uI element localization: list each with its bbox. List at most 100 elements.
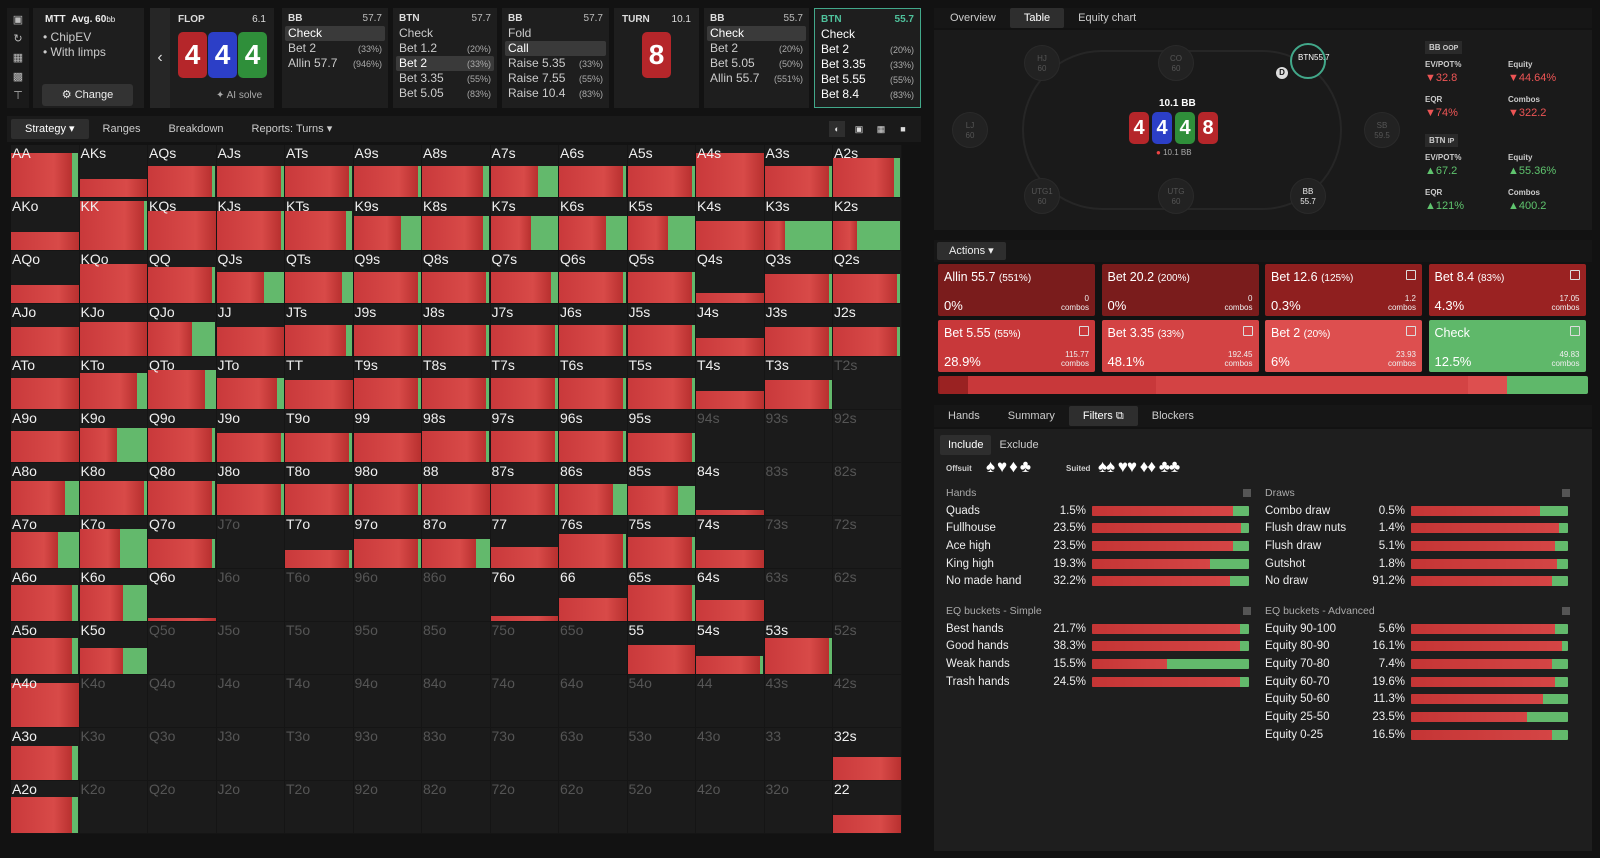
filter-row[interactable]: Equity 25-50 23.5%: [1265, 709, 1568, 726]
action-box[interactable]: Check 12.5% 49.83 combos: [1428, 320, 1586, 372]
hand-cell[interactable]: 87s: [490, 463, 559, 516]
hand-cell[interactable]: 66: [559, 569, 628, 622]
filter-row[interactable]: Equity 0-25 16.5%: [1265, 726, 1568, 743]
action-item[interactable]: Bet 8.4 (83%): [821, 87, 914, 101]
hand-cell[interactable]: 97s: [490, 410, 559, 463]
hand-cell[interactable]: T9o: [285, 410, 354, 463]
hand-cell[interactable]: 52o: [627, 781, 696, 834]
hand-cell[interactable]: J4o: [216, 675, 285, 728]
hand-cell[interactable]: T2o: [285, 781, 354, 834]
hand-cell[interactable]: JTo: [216, 357, 285, 410]
hand-cell[interactable]: A5o: [11, 622, 80, 675]
hand-cell[interactable]: Q4s: [696, 251, 765, 304]
hand-cell[interactable]: 86o: [422, 569, 491, 622]
tab-blockers[interactable]: Blockers: [1151, 410, 1194, 422]
spade-icon[interactable]: ♠: [986, 457, 998, 476]
hand-cell[interactable]: 96s: [559, 410, 628, 463]
hand-cell[interactable]: J6o: [216, 569, 285, 622]
hand-cell[interactable]: 63s: [764, 569, 833, 622]
hand-cell[interactable]: ATs: [285, 145, 354, 198]
seat-utg1[interactable]: UTG1 60: [1024, 178, 1060, 214]
action-item[interactable]: Bet 5.05 (83%): [399, 86, 491, 100]
hand-cell[interactable]: ATo: [11, 357, 80, 410]
hand-cell[interactable]: 88: [422, 463, 491, 516]
hand-cell[interactable]: 93s: [764, 410, 833, 463]
action-item[interactable]: Allin 57.7 (946%): [288, 56, 382, 70]
contrast-icon[interactable]: ◐: [829, 121, 845, 137]
action-box[interactable]: Bet 3.35 (33%) 48.1% 192.45 combos: [1101, 320, 1259, 372]
prev-arrow-icon[interactable]: ‹: [150, 8, 170, 108]
hand-cell[interactable]: 74o: [490, 675, 559, 728]
hand-cell[interactable]: K4o: [79, 675, 148, 728]
hand-cell[interactable]: Q8s: [422, 251, 491, 304]
hand-cell[interactable]: Q6s: [559, 251, 628, 304]
tab-ranges[interactable]: Ranges: [102, 123, 141, 135]
hand-cell[interactable]: KQs: [148, 198, 217, 251]
action-item[interactable]: Bet 1.2 (20%): [399, 41, 491, 55]
hand-cell[interactable]: 82s: [833, 463, 902, 516]
hand-cell[interactable]: 98s: [422, 410, 491, 463]
action-item[interactable]: Check: [707, 26, 806, 41]
action-item[interactable]: Bet 2 (20%): [710, 41, 803, 55]
hand-cell[interactable]: J2s: [833, 304, 902, 357]
action-item[interactable]: Bet 5.55 (55%): [821, 72, 914, 86]
hand-cell[interactable]: 32s: [833, 728, 902, 781]
tab-filters[interactable]: Filters ⧉: [1068, 406, 1138, 426]
hand-cell[interactable]: 22: [833, 781, 902, 834]
hand-cell[interactable]: K2s: [833, 198, 902, 251]
hand-cell[interactable]: J6s: [559, 304, 628, 357]
details-icon[interactable]: [1079, 326, 1089, 336]
hand-cell[interactable]: A4s: [696, 145, 765, 198]
actions-dropdown[interactable]: Actions ▾: [937, 242, 1006, 260]
spade-pair-icon[interactable]: ♠♠: [1098, 457, 1115, 476]
hand-cell[interactable]: 32o: [764, 781, 833, 834]
hand-cell[interactable]: 76s: [559, 516, 628, 569]
hand-cell[interactable]: 62o: [559, 781, 628, 834]
tab-equity-chart[interactable]: Equity chart: [1078, 12, 1137, 24]
hand-cell[interactable]: K2o: [79, 781, 148, 834]
action-item[interactable]: Check: [285, 26, 385, 41]
tab-hands[interactable]: Hands: [948, 410, 980, 422]
hand-cell[interactable]: AQs: [148, 145, 217, 198]
hand-cell[interactable]: 93o: [353, 728, 422, 781]
hand-cell[interactable]: T4s: [696, 357, 765, 410]
change-button[interactable]: ⚙ Change: [42, 84, 133, 106]
action-item[interactable]: Call: [505, 41, 606, 56]
hand-cell[interactable]: 53o: [627, 728, 696, 781]
hand-cell[interactable]: A7s: [490, 145, 559, 198]
seat-lj[interactable]: LJ 60: [952, 112, 988, 148]
offsuit-suits[interactable]: ♠♥♦♣: [986, 457, 1033, 477]
section-toggle-icon[interactable]: [1243, 607, 1251, 615]
hand-cell[interactable]: J5s: [627, 304, 696, 357]
filter-row[interactable]: Best hands 21.7%: [946, 620, 1249, 637]
hand-cell[interactable]: 52s: [833, 622, 902, 675]
filter-row[interactable]: Flush draw nuts 1.4%: [1265, 520, 1568, 537]
hand-cell[interactable]: Q2o: [148, 781, 217, 834]
save-icon[interactable]: ▦: [12, 52, 24, 64]
tab-strategy[interactable]: Strategy ▾: [11, 119, 89, 139]
action-box[interactable]: Allin 55.7 (551%) 0% 0 combos: [938, 264, 1095, 316]
hand-cell[interactable]: 96o: [353, 569, 422, 622]
hand-cell[interactable]: Q9o: [148, 410, 217, 463]
hand-cell[interactable]: T7o: [285, 516, 354, 569]
hand-cell[interactable]: T3s: [764, 357, 833, 410]
hand-cell[interactable]: T5s: [627, 357, 696, 410]
action-item[interactable]: Raise 5.35 (33%): [508, 56, 603, 70]
hand-cell[interactable]: KK: [79, 198, 148, 251]
details-icon[interactable]: [1406, 270, 1416, 280]
filter-row[interactable]: Ace high 23.5%: [946, 537, 1249, 554]
diamond-pair-icon[interactable]: ♦♦: [1139, 457, 1156, 476]
section-toggle-icon[interactable]: [1562, 607, 1570, 615]
hand-cell[interactable]: 83o: [422, 728, 491, 781]
hand-cell[interactable]: QQ: [148, 251, 217, 304]
hand-cell[interactable]: K3s: [764, 198, 833, 251]
hand-cell[interactable]: 65s: [627, 569, 696, 622]
hand-cell[interactable]: K6s: [559, 198, 628, 251]
action-item[interactable]: Bet 2 (33%): [396, 56, 494, 71]
action-box[interactable]: Bet 5.55 (55%) 28.9% 115.77 combos: [938, 320, 1095, 372]
heart-pair-icon[interactable]: ♥♥: [1117, 457, 1137, 476]
hand-cell[interactable]: JJ: [216, 304, 285, 357]
filter-row[interactable]: No draw 91.2%: [1265, 573, 1568, 590]
hand-cell[interactable]: AJs: [216, 145, 285, 198]
tab-overview[interactable]: Overview: [950, 12, 996, 24]
